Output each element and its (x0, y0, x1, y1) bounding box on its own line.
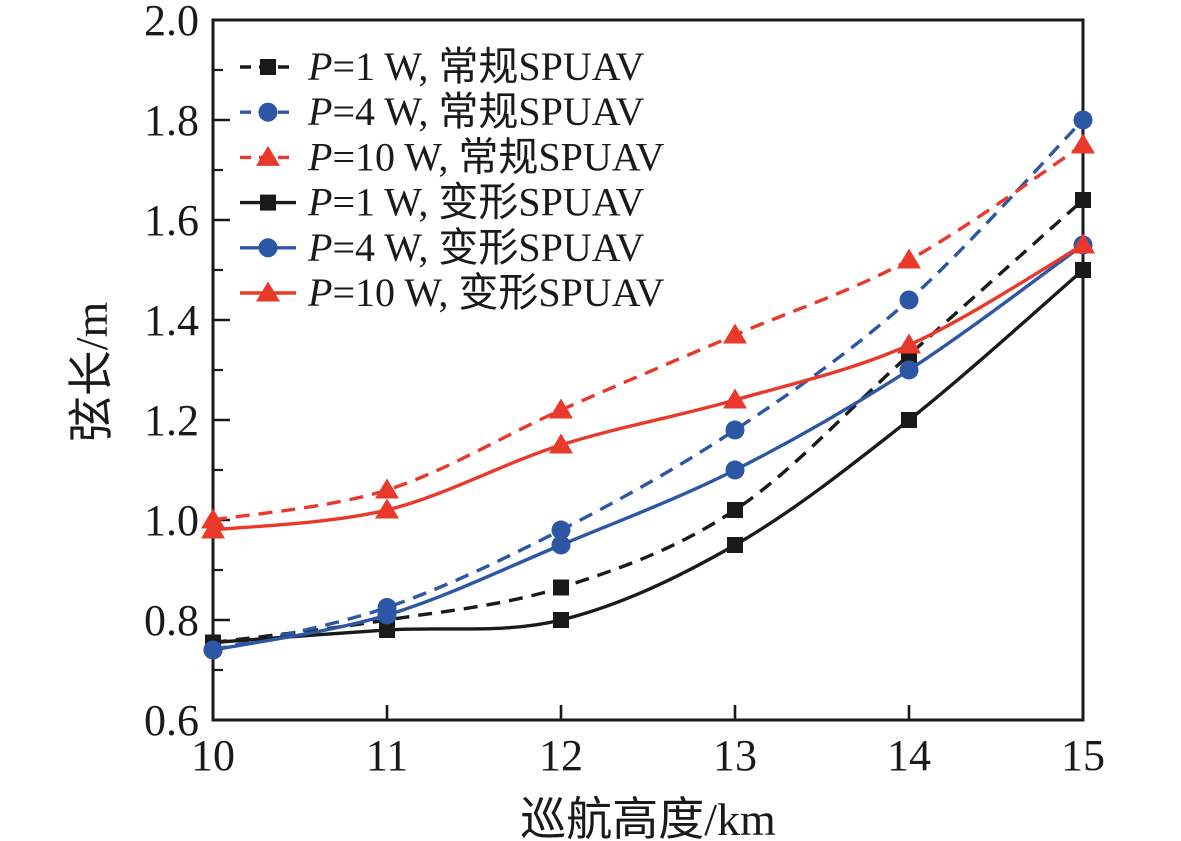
y-tick-label: 0.6 (144, 696, 199, 745)
data-point (897, 333, 921, 354)
data-point (727, 502, 743, 518)
data-point (201, 518, 225, 539)
x-axis-title: 巡航高度/km (520, 794, 776, 841)
series-line-5 (212, 243, 1084, 652)
data-point (377, 605, 397, 625)
legend-item-label: P=1 W, 常规SPUAV (307, 44, 644, 89)
data-point (553, 612, 569, 628)
data-point (725, 460, 745, 480)
x-tick-label: 12 (539, 731, 583, 780)
legend-marker (256, 281, 280, 302)
data-point (1075, 262, 1091, 278)
data-point (375, 478, 399, 499)
legend-marker (260, 194, 276, 211)
y-tick-label: 1.6 (144, 196, 199, 245)
data-point (723, 323, 747, 344)
data-point (551, 520, 571, 540)
x-tick-label: 13 (713, 731, 757, 780)
data-point (1071, 233, 1095, 254)
y-tick-label: 1.8 (144, 96, 199, 145)
legend-marker (256, 145, 280, 166)
y-tick-label: 2.0 (144, 0, 199, 45)
y-tick-label: 0.8 (144, 596, 199, 645)
data-point (553, 579, 569, 596)
legend-item-label: P=1 W, 变形SPUAV (307, 180, 644, 225)
data-point (1075, 192, 1091, 208)
data-point (1073, 110, 1093, 130)
data-point (549, 433, 573, 454)
y-tick-label: 1.2 (144, 396, 199, 445)
data-point (899, 290, 919, 310)
legend-item-label: P=4 W, 常规SPUAV (307, 89, 644, 134)
legend-item-label: P=10 W, 变形SPUAV (307, 270, 664, 315)
series-line-4 (212, 268, 1085, 645)
series-line-6 (212, 243, 1084, 532)
legend-marker (260, 59, 276, 75)
series-line-2 (212, 118, 1085, 652)
data-point (899, 360, 919, 380)
data-point (203, 640, 223, 660)
data-point (723, 388, 747, 409)
x-tick-label: 14 (887, 731, 931, 780)
data-point (1071, 133, 1095, 154)
legend-item-label: P=10 W, 常规SPUAV (307, 134, 664, 179)
x-tick-label: 10 (191, 731, 235, 780)
data-point (379, 622, 395, 638)
x-tick-label: 15 (1061, 731, 1105, 780)
legend-marker (258, 238, 278, 258)
y-axis-title: 弦长/m (66, 301, 117, 443)
series-line-1 (212, 198, 1085, 645)
x-tick-label: 11 (366, 731, 408, 780)
legend-marker (258, 102, 278, 122)
data-point (725, 420, 745, 440)
legend-item-label: P=4 W, 变形SPUAV (307, 225, 644, 270)
series-line-3 (212, 143, 1084, 522)
y-tick-label: 1.4 (144, 296, 199, 345)
data-point (897, 248, 921, 269)
data-point (549, 398, 573, 419)
data-point (727, 537, 743, 553)
data-point (901, 412, 917, 428)
data-point (375, 498, 399, 519)
data-point (551, 535, 571, 555)
y-tick-label: 1.0 (144, 496, 199, 545)
